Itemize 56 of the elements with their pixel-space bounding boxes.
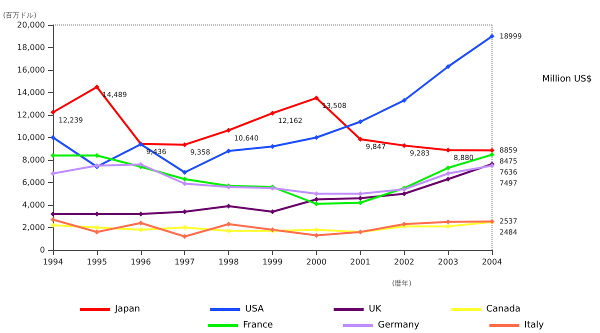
point [490,152,494,158]
x-tick-label: 2003 [438,258,458,266]
x-tick-label: 1998 [218,258,239,266]
legend-label: Germany [378,320,420,330]
y-tick-label: 18,000 [17,43,45,52]
point [50,135,56,140]
point [50,217,56,222]
x-tick-label: 2001 [350,258,370,266]
y-tick-label: 14,000 [17,88,45,97]
point [314,201,319,206]
point [358,119,363,124]
x-tick-label: 1994 [42,258,64,266]
point [314,96,319,101]
text: Million US$ [542,74,592,84]
point [50,171,56,176]
y-tick-label: 4,000 [22,200,45,210]
legend-label: Canada [486,304,520,314]
y-tick-label: 10,000 [17,133,45,142]
point [446,64,451,70]
x-tick-label: 1999 [262,258,283,266]
point [94,84,100,90]
y-tick-label: 6,000 [22,178,45,187]
x-tick-label: 1995 [86,258,108,266]
point [270,209,275,214]
legend-label: Japan [114,304,140,314]
point [314,196,319,202]
x-tick-label: 2002 [394,258,414,266]
point [94,230,100,234]
y-tick-label: 2,000 [22,223,45,232]
point [358,136,363,142]
legend-label: Italy [524,320,544,330]
y-tick-label: 16,000 [17,66,45,74]
y-tick-label: 8,000 [22,156,45,164]
point [270,144,275,149]
point [402,98,407,103]
legend-label: France [243,320,274,330]
point [446,176,451,182]
legend-label: USA [245,304,265,314]
point [50,222,56,228]
point [490,34,494,39]
point [446,165,451,170]
legend-label: UK [368,304,382,314]
x-tick-label: 2004 [482,258,502,266]
x-tick-label: 1996 [130,258,151,266]
x-tick-label: 2000 [306,258,327,266]
point [182,234,188,239]
x-tick-label: 1997 [174,258,195,266]
point [182,170,188,175]
point [226,128,232,133]
point [490,148,494,153]
point [138,220,144,226]
point [270,110,275,116]
y-tick-label: 12,000 [17,110,45,120]
y-tick-label: 20,000 [17,20,45,30]
point [50,110,56,115]
y-tick-label: 0 [40,246,45,254]
